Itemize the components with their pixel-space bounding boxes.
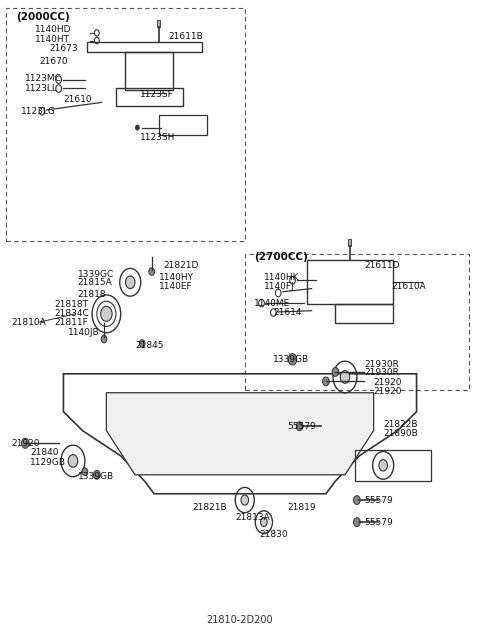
Text: 21930R: 21930R — [364, 368, 399, 377]
Text: 1140EF: 1140EF — [159, 282, 192, 291]
Text: 1140ME: 1140ME — [254, 299, 290, 307]
Text: (2000CC): (2000CC) — [16, 12, 70, 22]
Circle shape — [296, 422, 303, 430]
Circle shape — [139, 340, 145, 347]
Circle shape — [288, 354, 297, 365]
Circle shape — [261, 518, 267, 527]
Text: 1339GC: 1339GC — [78, 269, 114, 278]
Text: 1339GB: 1339GB — [78, 472, 114, 481]
Text: 21815A: 21815A — [78, 278, 112, 287]
Text: 21610: 21610 — [63, 94, 92, 104]
Text: 1129GB: 1129GB — [30, 458, 66, 467]
Circle shape — [241, 495, 249, 505]
Text: 21920: 21920 — [11, 439, 39, 448]
Text: 21834C: 21834C — [54, 309, 89, 318]
Text: 21822B: 21822B — [383, 420, 418, 429]
Circle shape — [22, 438, 29, 448]
Text: 1123SF: 1123SF — [140, 90, 174, 100]
Circle shape — [101, 306, 112, 321]
Text: 21890B: 21890B — [383, 429, 418, 437]
Text: 55579: 55579 — [364, 496, 393, 505]
Bar — [348, 239, 351, 246]
Circle shape — [82, 468, 88, 476]
Circle shape — [332, 368, 339, 377]
Text: 21930R: 21930R — [364, 360, 399, 369]
Text: 21920: 21920 — [373, 387, 402, 396]
Text: 21840: 21840 — [30, 448, 59, 457]
Text: 21611B: 21611B — [168, 32, 203, 41]
Text: 21821D: 21821D — [164, 261, 199, 269]
Text: 21813A: 21813A — [235, 513, 270, 522]
Text: 21614: 21614 — [274, 308, 302, 317]
Text: (2700CC): (2700CC) — [254, 252, 308, 262]
Circle shape — [101, 335, 107, 343]
Bar — [157, 20, 160, 27]
Text: 21821B: 21821B — [192, 503, 227, 512]
Circle shape — [354, 518, 360, 527]
Circle shape — [125, 276, 135, 288]
Text: 21810-2D200: 21810-2D200 — [207, 615, 273, 625]
Text: 1140JB: 1140JB — [68, 328, 100, 337]
Text: 21610A: 21610A — [391, 282, 426, 291]
Text: 55579: 55579 — [288, 422, 316, 431]
Text: 1140HK: 1140HK — [264, 273, 300, 281]
Circle shape — [135, 125, 139, 130]
Text: 1123SH: 1123SH — [140, 133, 175, 141]
Text: 1140FJ: 1140FJ — [264, 282, 295, 291]
Text: 1339GB: 1339GB — [274, 356, 310, 365]
Text: 55579: 55579 — [364, 517, 393, 527]
Circle shape — [340, 371, 350, 384]
Text: 1123LG: 1123LG — [21, 107, 55, 117]
Circle shape — [68, 455, 78, 467]
Text: 1123LL: 1123LL — [25, 84, 58, 93]
Text: 21819: 21819 — [288, 503, 316, 512]
Text: 1123MC: 1123MC — [25, 74, 62, 83]
Text: 21845: 21845 — [135, 341, 164, 350]
Circle shape — [323, 377, 329, 386]
Text: 21830: 21830 — [259, 530, 288, 540]
Circle shape — [94, 470, 100, 479]
Text: 21670: 21670 — [39, 57, 68, 66]
Text: 21818: 21818 — [78, 290, 107, 299]
Text: 21810A: 21810A — [11, 318, 46, 327]
Text: 21811F: 21811F — [54, 318, 88, 327]
Circle shape — [354, 496, 360, 505]
Text: 21673: 21673 — [49, 44, 78, 53]
Circle shape — [149, 268, 155, 275]
Circle shape — [379, 460, 387, 471]
Text: 21920: 21920 — [373, 377, 402, 387]
Text: 21818T: 21818T — [54, 300, 88, 309]
Text: 1140HD: 1140HD — [35, 25, 72, 34]
Text: 21611D: 21611D — [364, 261, 399, 269]
Text: 1140HT: 1140HT — [35, 35, 70, 44]
Text: 1140HY: 1140HY — [159, 273, 194, 282]
Polygon shape — [107, 392, 373, 475]
